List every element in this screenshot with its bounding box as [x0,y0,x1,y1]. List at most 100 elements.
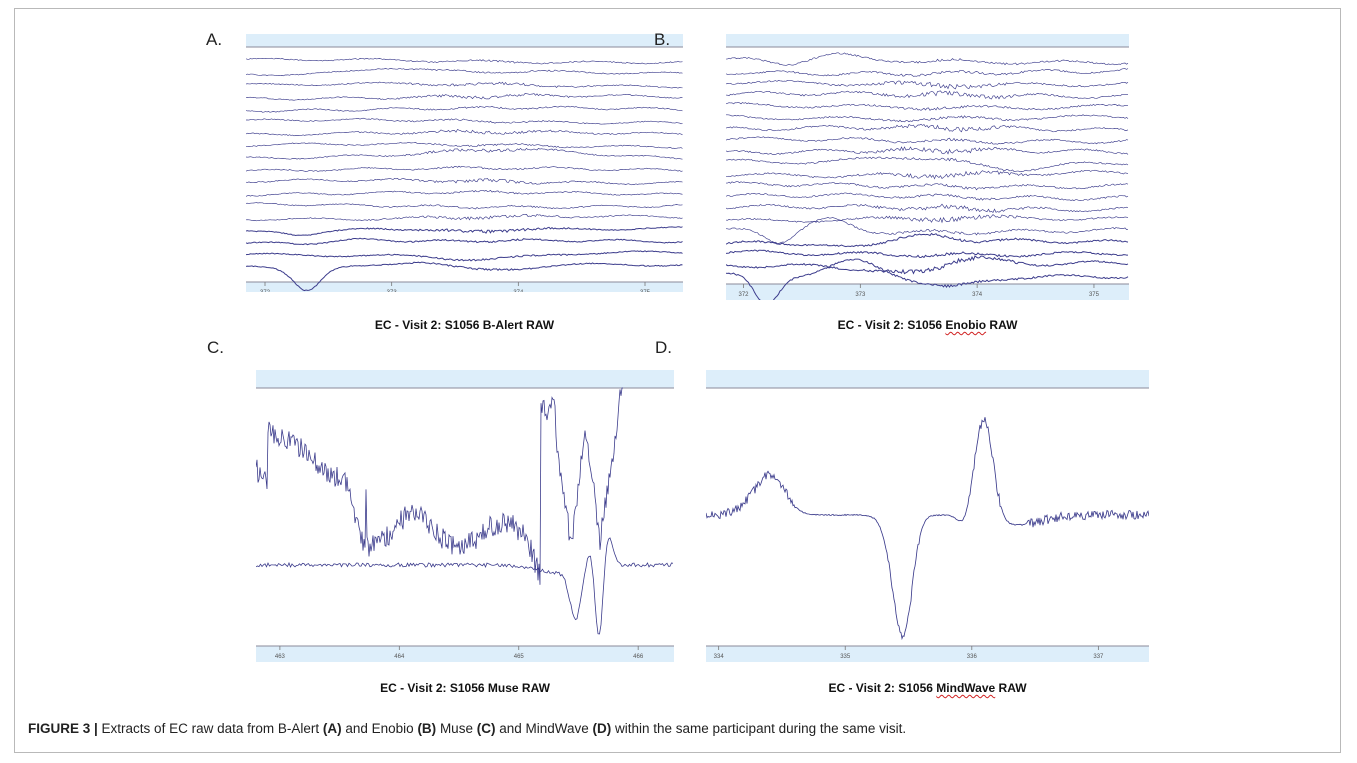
eeg-channel-trace [246,128,683,137]
eeg-channel-trace [246,189,683,197]
eeg-channel-trace [246,81,683,89]
eeg-channel-trace [726,192,1129,202]
eeg-channel-trace [726,52,1129,66]
title-prefix: EC - Visit 2: S1056 [828,681,937,695]
caption-segment: within the same participant during the s… [611,721,907,736]
caption-panel-ref: (B) [417,721,437,736]
caption-panel-ref: (D) [592,721,612,736]
eeg-channel-trace [246,93,683,101]
eeg-channel-trace [246,147,683,160]
eeg-channel-trace [726,203,1129,214]
eeg-channel-trace [726,102,1129,111]
eeg-channel-trace [726,232,1129,248]
x-tick-label: 374 [513,290,524,292]
x-tick-label: 375 [640,290,651,292]
header-band [726,34,1129,47]
eeg-trace-1 [256,387,623,585]
eeg-channels [246,57,683,292]
eeg-panel-mindwave: 334 335 336 337 [706,370,1149,662]
eeg-channel-trace [246,237,683,246]
x-tick-label: 335 [840,654,851,660]
caption-segment: and MindWave [495,721,593,736]
x-tick-label: 375 [1089,292,1100,298]
caption-segment: Muse [436,721,477,736]
eeg-trace-2 [256,537,674,635]
eeg-channel-trace [726,68,1129,77]
panel-label-d: D. [655,338,672,357]
eeg-panel-b-alert: 372 373 374 375 [246,34,683,292]
panel-title-enobio: EC - Visit 2: S1056 Enobio RAW [726,318,1129,332]
eeg-channel-trace [246,57,683,65]
title-prefix: EC - Visit 2: S1056 [837,318,946,332]
eeg-channel-trace [246,117,683,125]
panel-title-b-alert: EC - Visit 2: S1056 B-Alert RAW [246,318,683,332]
title-prefix: EC - Visit 2: S1056 [380,681,488,695]
panel-label-c: C. [207,338,224,357]
x-tick-label: 373 [387,290,398,292]
footer-band [726,284,1129,300]
eeg-channel-trace [246,261,683,292]
eeg-channel-trace [246,142,683,149]
x-tick-label: 372 [739,292,750,298]
eeg-channel-trace [246,165,683,172]
eeg-channel-trace [726,249,1128,259]
eeg-channel-trace [726,255,1129,275]
eeg-channel-trace [726,146,1129,155]
eeg-channel-trace [246,226,683,237]
eeg-channel-trace [246,202,683,210]
eeg-channel-trace [726,156,1129,173]
eeg-channel-trace [726,114,1129,123]
x-tick-label: 334 [714,654,725,660]
x-tick-label: 336 [967,654,978,660]
eeg-channel-trace [246,105,683,113]
title-device: MindWave [936,681,996,695]
x-tick-label: 466 [633,654,644,660]
footer-band [706,646,1149,662]
eeg-channel-trace [726,214,1129,224]
x-tick-label: 463 [275,654,286,660]
title-device: B-Alert [482,318,523,332]
footer-band [256,646,674,662]
header-band [246,34,683,47]
panel-label-a: A. [206,30,223,49]
panel-label-b: B. [654,30,671,49]
eeg-channel-trace [726,258,1129,300]
x-tick-label: 464 [394,654,405,660]
x-tick-label: 465 [514,654,525,660]
x-tick-label: 374 [972,292,983,298]
title-device: Enobio [945,318,987,332]
x-tick-label: 337 [1093,654,1104,660]
title-device: Muse [487,681,519,695]
caption-panel-ref: (A) [322,721,342,736]
caption-segment: and Enobio [341,721,418,736]
eeg-channel-trace [246,213,683,222]
eeg-channel-trace [726,169,1129,180]
header-band [256,370,674,388]
eeg-channel-trace [726,123,1129,133]
figure-caption: FIGURE 3 | Extracts of EC raw data from … [28,721,906,736]
x-tick-label: 373 [855,292,866,298]
header-band [706,370,1149,388]
eeg-channel-trace [246,178,683,186]
caption-text: Extracts of EC raw data from B-Alert (A)… [97,721,907,736]
title-suffix: RAW [522,318,555,332]
eeg-panel-muse: 463 464 465 466 [256,370,674,662]
eeg-panel-enobio: 372 373 374 375 [726,34,1129,300]
panel-title-muse: EC - Visit 2: S1056 Muse RAW [256,681,674,695]
title-prefix: EC - Visit 2: S1056 [374,318,483,332]
eeg-channels [726,52,1129,300]
eeg-channel-trace [726,136,1129,145]
figure-frame [14,8,1341,753]
title-suffix: RAW [986,318,1018,332]
eeg-trace [706,417,1149,641]
eeg-channel-trace [246,68,683,77]
eeg-channel-trace [726,90,1129,100]
caption-segment: Extracts of EC raw data from B-Alert [97,721,323,736]
footer-band [246,282,683,292]
caption-panel-ref: (C) [476,721,496,736]
title-suffix: RAW [995,681,1027,695]
eeg-channel-trace [726,181,1129,191]
figure-label: FIGURE 3 | [28,721,98,736]
title-suffix: RAW [518,681,550,695]
panel-title-mindwave: EC - Visit 2: S1056 MindWave RAW [706,681,1149,695]
